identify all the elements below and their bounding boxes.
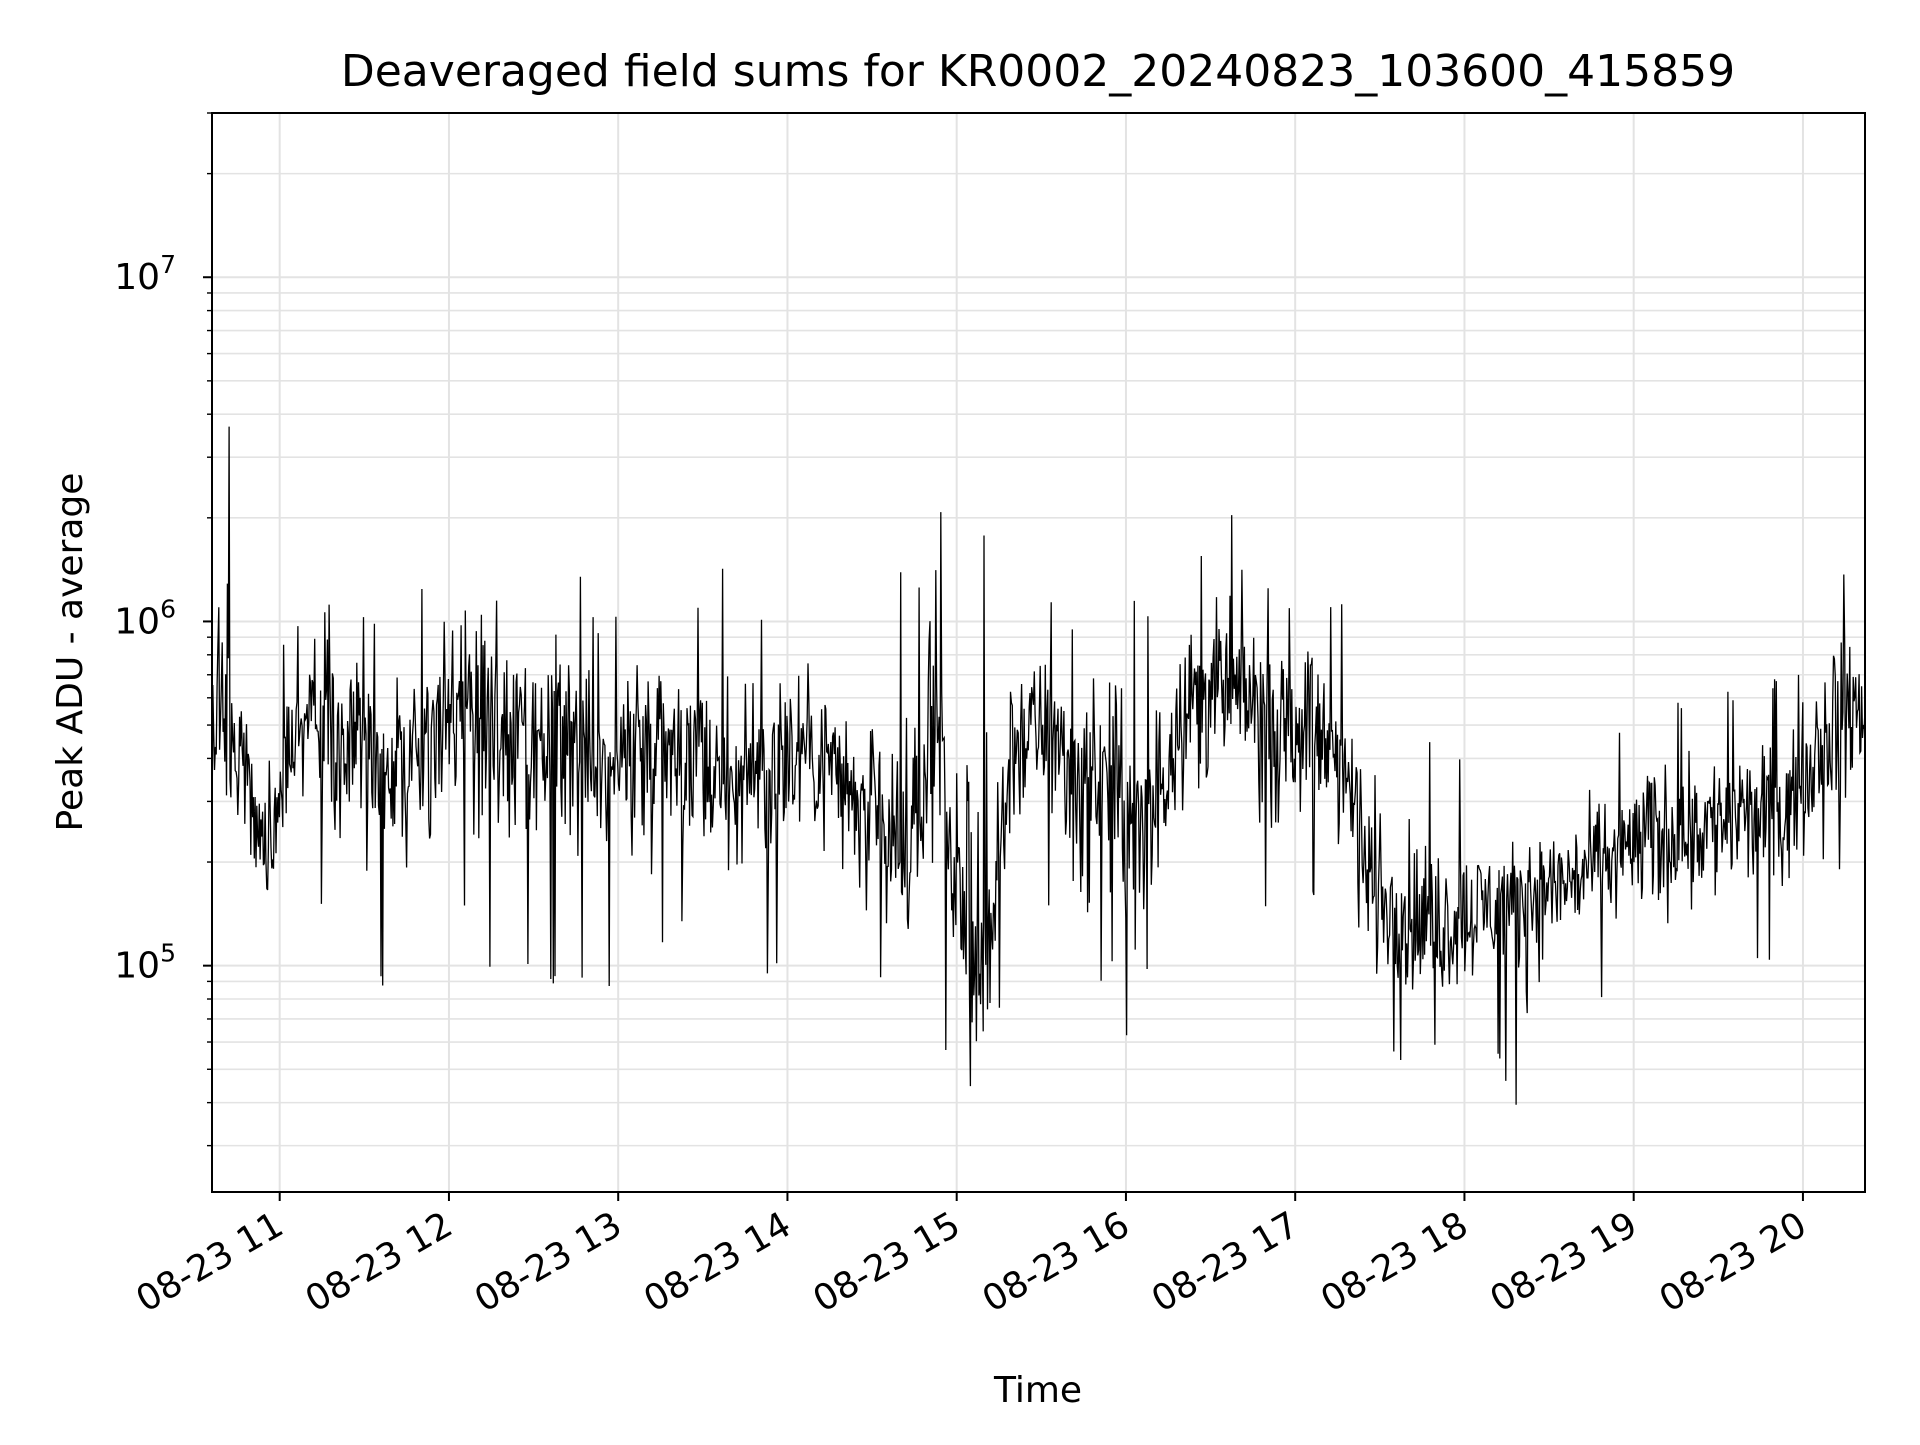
y-tick-label: 106 [114,594,176,642]
grid-lines [212,112,1865,1192]
tick-marks [203,112,1804,1201]
plot-frame [211,112,1866,1193]
y-axis-label: Peak ADU - average [50,473,91,832]
y-tick-label: 105 [114,939,176,987]
chart-title: Deaveraged field sums for KR0002_2024082… [341,46,1735,97]
x-axis-label: Time [993,1370,1082,1411]
series-line [211,426,1866,1105]
series-layer [211,426,1866,1105]
y-tick-labels: 105 106 107 [114,250,176,986]
y-tick-label: 107 [114,250,176,298]
